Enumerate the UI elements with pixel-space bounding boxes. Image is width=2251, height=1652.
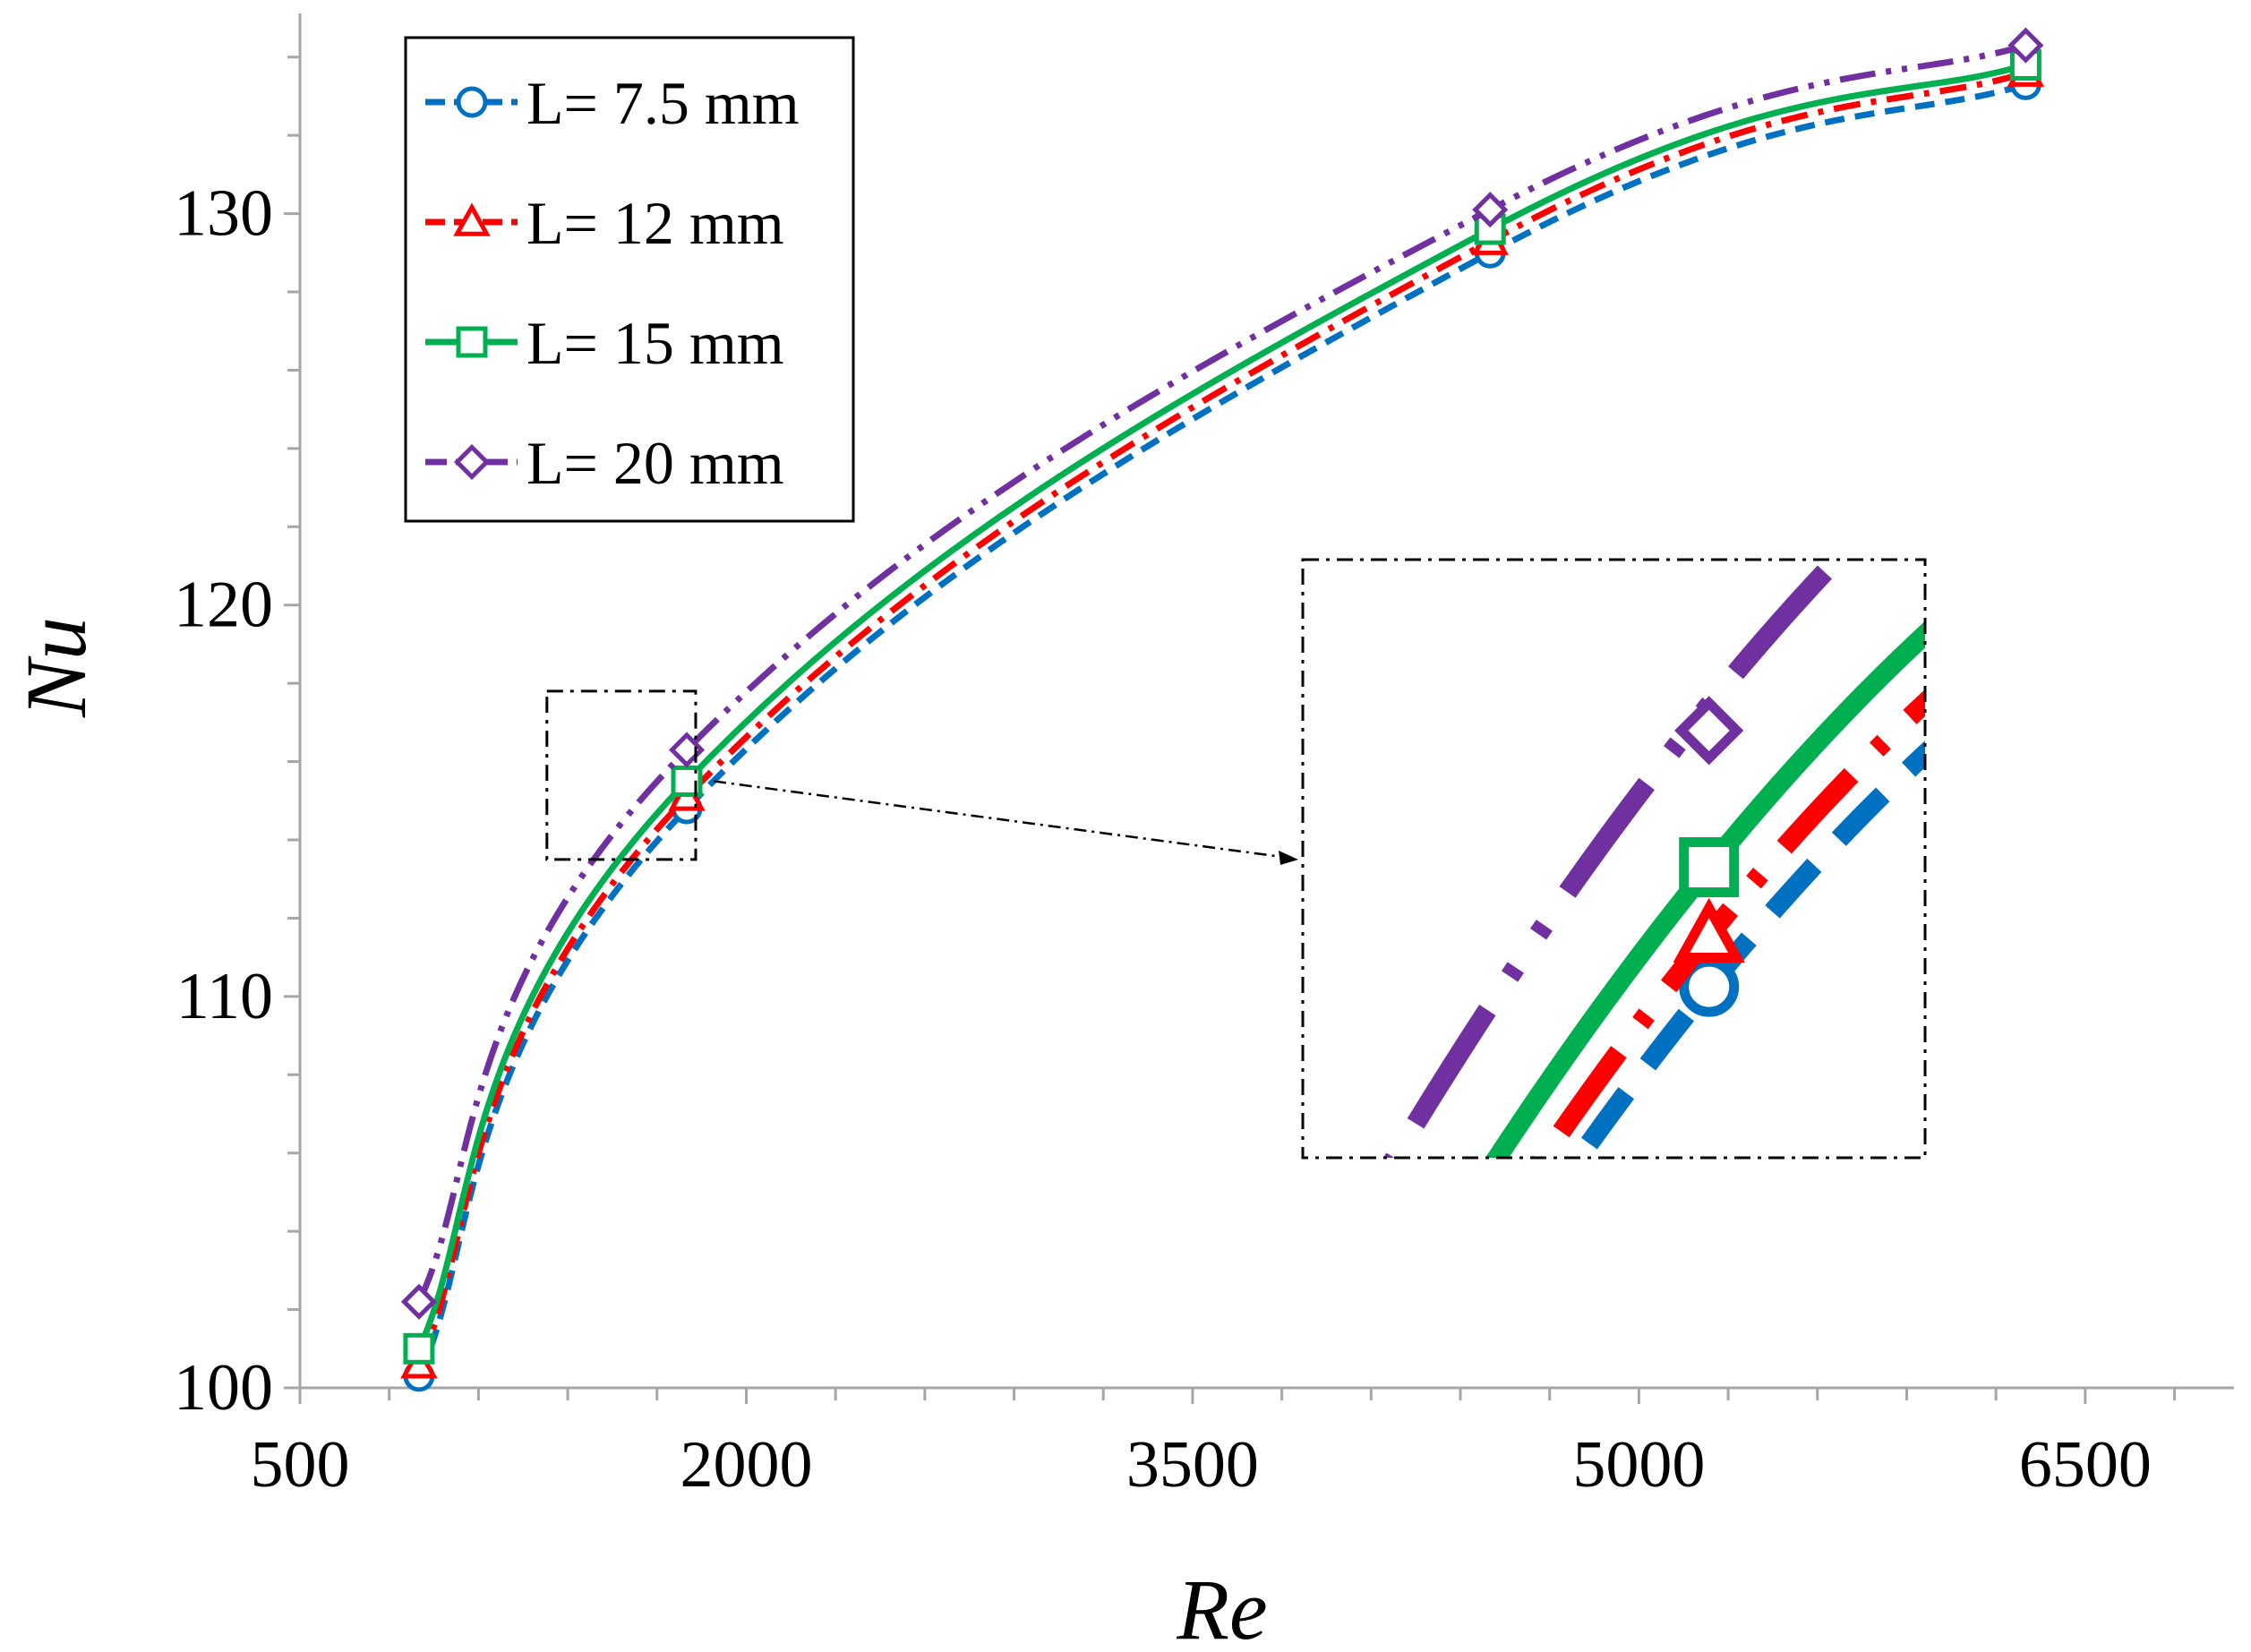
series-line [415,69,2027,1366]
y-tick-label: 130 [174,177,273,251]
inset-series-line [1485,621,1925,1158]
legend-item: L= 20 mm [425,429,784,497]
legend-marker-circle [456,86,488,118]
zoom-inset [545,558,1927,1160]
x-tick-label: 5000 [1572,1428,1705,1502]
y-tick-label: 110 [176,960,273,1033]
series-line [415,62,2027,1350]
data-point-square [2009,48,2041,81]
zoom-source-box [545,689,698,861]
inset-frame [1301,558,1927,1160]
inset-data-point-diamond [1674,696,1744,766]
legend-item: L= 15 mm [425,309,784,377]
legend-box [404,36,855,523]
legend-item: L= 7.5 mm [425,69,800,137]
legend-marker-triangle [453,202,491,236]
y-axis-title: Nu [8,617,104,718]
inset-data-point-square [1679,837,1740,898]
x-axis-title: Re [1176,1562,1267,1652]
series-diamond [400,27,2044,1320]
legend-label: L= 12 mm [526,189,784,257]
legend: L= 7.5 mm L= 12 mm L= 15 mm L= 20 mm [404,36,855,523]
inset-series-diamond [1383,560,1851,1158]
legend-label: L= 20 mm [526,429,784,497]
x-tick-label: 500 [251,1428,350,1502]
data-point-diamond [668,732,706,768]
y-tick-label: 100 [174,1351,273,1425]
inset-series-triangle [1531,689,1925,1158]
series-layer [400,27,2045,1392]
legend-item: L= 12 mm [425,189,784,257]
legend-label: L= 7.5 mm [526,69,800,137]
x-tick-label: 2000 [680,1428,812,1502]
data-point-square [403,1332,435,1365]
series-line [415,42,2027,1304]
data-point-diamond [2007,27,2044,64]
inset-plot [1303,560,1925,1158]
x-tick-label: 6500 [2019,1428,2152,1502]
zoom-arrow [713,780,1283,859]
legend-label: L= 15 mm [526,309,784,377]
legend-marker-diamond [453,443,491,481]
inset-series-square [1485,621,1925,1158]
inset-series-line [1383,560,1851,1158]
zoom-arrow-head [1279,851,1298,865]
data-point-diamond [1472,192,1509,228]
inset-series-line [1567,740,1925,1158]
legend-marker-square [456,326,488,358]
y-tick-label: 120 [174,569,273,642]
axes: 100 110 120 130 500 2000 3500 5000 6500 Re Nu [8,13,2234,1652]
x-tick-label: 3500 [1126,1428,1259,1502]
data-point-diamond [400,1283,437,1320]
inset-data-point-triangle [1673,897,1745,963]
series-line [415,81,2027,1378]
